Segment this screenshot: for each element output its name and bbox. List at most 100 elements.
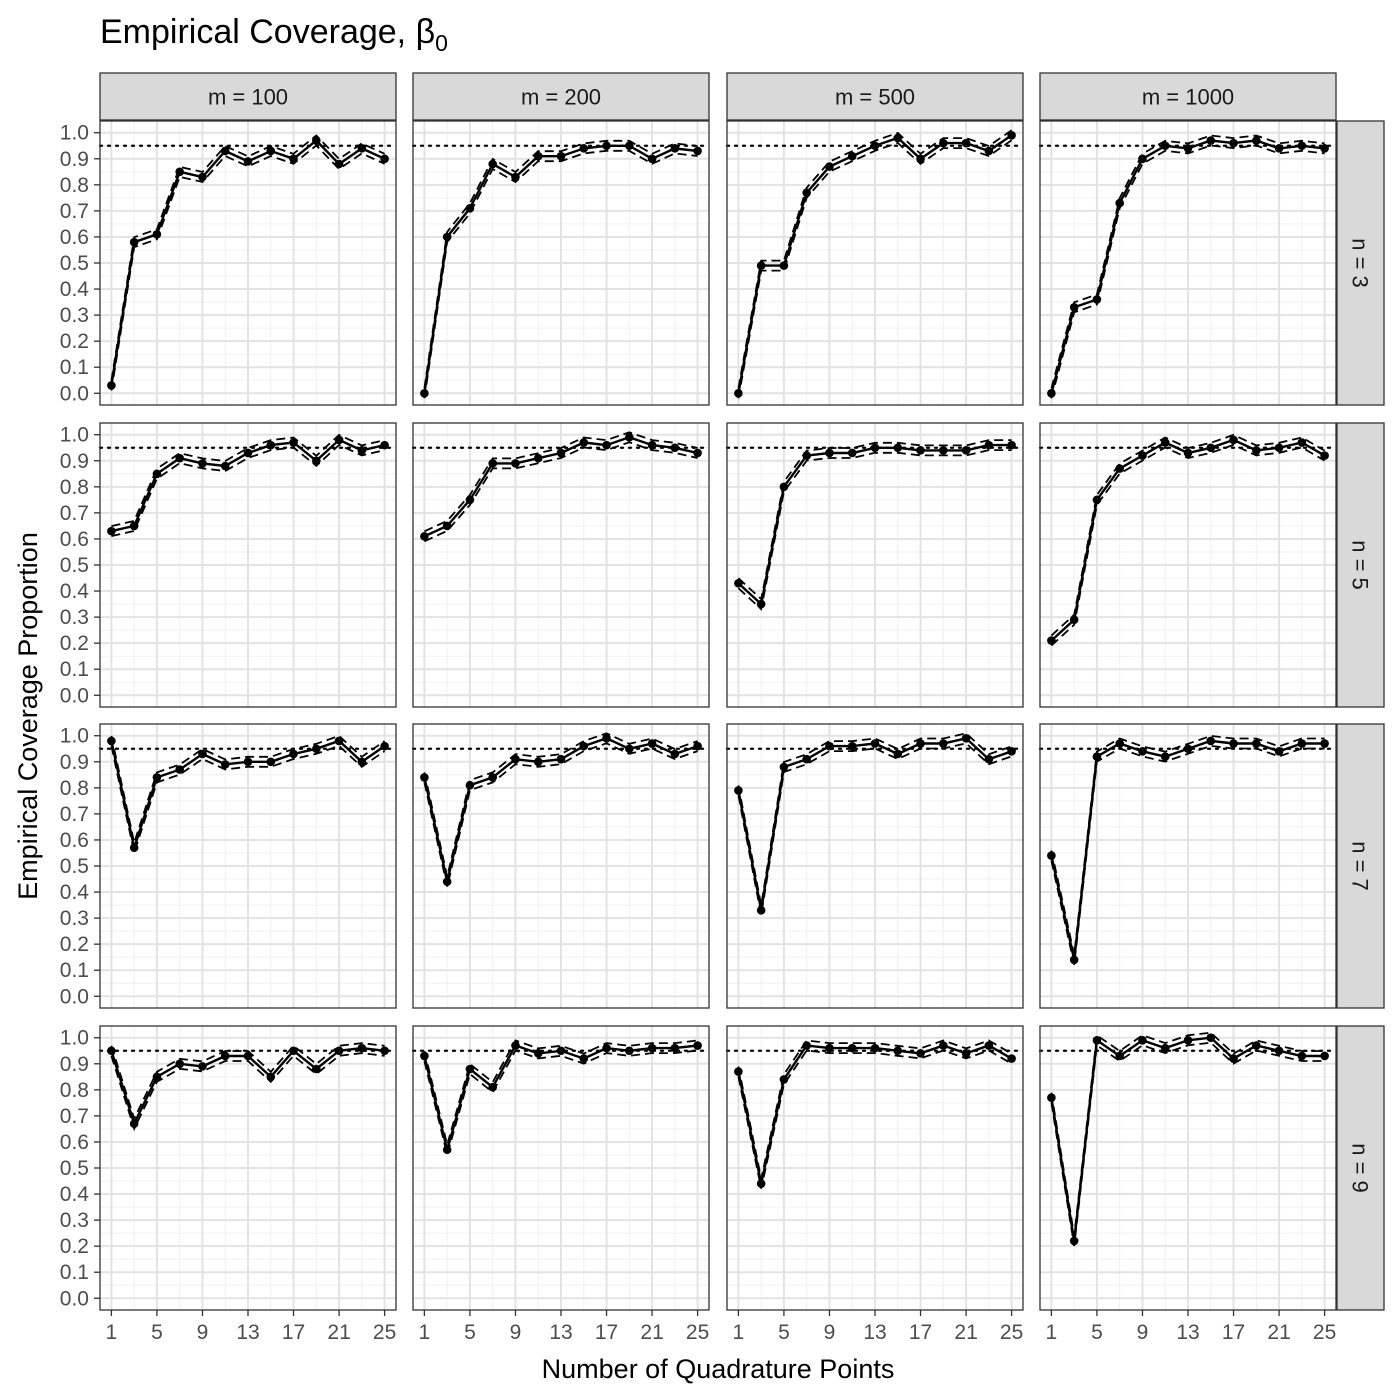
- data-point: [756, 261, 766, 270]
- data-point: [129, 1119, 139, 1129]
- data-point: [220, 461, 230, 471]
- data-point: [1007, 131, 1016, 140]
- row-strip-label: n = 3: [1348, 238, 1373, 288]
- lower-bound-line: [424, 441, 698, 543]
- upper-bound-line: [737, 732, 1012, 906]
- data-point: [243, 448, 253, 458]
- data-point: [1069, 615, 1079, 625]
- panel-border: [726, 422, 1024, 708]
- y-tick-label: 0.9: [60, 1053, 89, 1076]
- x-tick-label: 13: [549, 1321, 572, 1344]
- data-point: [579, 1054, 589, 1063]
- x-axis-title: Number of Quadrature Points: [542, 1354, 895, 1384]
- y-tick-label: 0.4: [60, 278, 90, 301]
- data-point: [266, 757, 276, 767]
- y-tick-label: 0.8: [60, 476, 89, 499]
- data-point: [1047, 851, 1056, 860]
- y-tick-label: 0.5: [60, 1157, 89, 1180]
- y-tick-label: 0.6: [60, 1131, 89, 1154]
- y-tick-label: 0.3: [60, 304, 89, 327]
- data-point: [380, 440, 389, 450]
- column-strip: [726, 72, 1024, 121]
- data-point: [312, 744, 321, 754]
- data-point: [825, 448, 834, 458]
- data-point: [893, 749, 903, 759]
- x-tick-label: 1: [733, 1321, 745, 1344]
- data-point: [670, 1043, 680, 1053]
- y-tick-label: 0.9: [60, 450, 89, 473]
- panel-border: [1039, 723, 1337, 1009]
- upper-bound-line: [110, 134, 385, 381]
- row-strip-label: n = 7: [1348, 841, 1373, 891]
- upper-bound-line: [424, 431, 698, 533]
- upper-bound-line: [737, 439, 1012, 601]
- data-point: [442, 877, 452, 886]
- data-point: [1160, 1043, 1170, 1053]
- data-point: [1252, 739, 1261, 748]
- data-point: [984, 440, 994, 450]
- x-tick-label: 25: [686, 1321, 709, 1344]
- y-tick-label: 0.3: [60, 606, 89, 629]
- data-point: [1274, 144, 1284, 153]
- data-point: [647, 154, 657, 164]
- x-tick-label: 5: [778, 1321, 790, 1344]
- upper-bound-line: [1050, 433, 1326, 637]
- x-tick-label: 25: [373, 1321, 396, 1344]
- data-point: [420, 1051, 429, 1061]
- data-point: [420, 773, 429, 782]
- data-point: [533, 453, 543, 463]
- data-point: [779, 261, 789, 270]
- y-tick-label: 0.7: [60, 803, 89, 826]
- row-strip-label: n = 9: [1348, 1143, 1373, 1193]
- data-point: [734, 1067, 743, 1076]
- y-tick-label: 0.6: [60, 226, 89, 249]
- data-point: [1092, 495, 1102, 505]
- data-point: [488, 773, 497, 782]
- data-point: [579, 144, 589, 153]
- data-point: [734, 786, 743, 795]
- lower-bound-line: [737, 139, 1013, 399]
- y-tick-label: 1.0: [60, 122, 89, 145]
- x-tick-label: 1: [1046, 1321, 1058, 1344]
- data-point: [1206, 1033, 1216, 1043]
- y-tick-label: 0.7: [60, 502, 89, 525]
- data-point: [442, 521, 452, 531]
- data-point: [289, 154, 298, 164]
- x-tick-label: 5: [464, 1321, 476, 1344]
- y-tick-label: 0.2: [60, 330, 89, 353]
- data-point: [511, 1041, 520, 1050]
- data-point: [1229, 138, 1238, 148]
- y-tick-label: 1.0: [60, 1027, 89, 1050]
- data-point: [802, 1041, 811, 1050]
- upper-bound-line: [423, 139, 698, 389]
- panel-3-2: 1 5 9 13 17 21 25: [725, 1025, 1025, 1344]
- y-tick-label: 0.5: [60, 554, 89, 577]
- data-point: [198, 1062, 207, 1071]
- data-point: [939, 138, 948, 148]
- data-point: [312, 456, 321, 466]
- upper-bound-line: [737, 129, 1013, 389]
- data-point: [734, 578, 743, 588]
- y-tick-label: 0.5: [60, 855, 89, 878]
- data-point: [961, 734, 971, 743]
- row-strip: [1336, 723, 1385, 1009]
- data-point: [802, 754, 811, 764]
- data-point: [334, 1046, 344, 1056]
- x-tick-label: 13: [863, 1321, 886, 1344]
- y-tick-label: 0.1: [60, 1261, 89, 1284]
- panel-border: [412, 120, 710, 406]
- data-point: [357, 757, 367, 767]
- upper-bound-line: [423, 1039, 698, 1149]
- data-point: [579, 438, 589, 447]
- y-tick-label: 0.8: [60, 1079, 89, 1102]
- data-point: [1183, 1036, 1193, 1045]
- y-tick-label: 0.6: [60, 528, 89, 551]
- x-tick-label: 17: [1222, 1321, 1245, 1344]
- column-strip-label: m = 100: [208, 85, 288, 110]
- y-tick-label: 0.1: [60, 356, 89, 379]
- panel-2-2: [725, 723, 1025, 1009]
- data-point: [1115, 739, 1124, 748]
- lower-bound-line: [737, 1049, 1013, 1189]
- data-point: [175, 765, 184, 774]
- data-point: [380, 741, 389, 751]
